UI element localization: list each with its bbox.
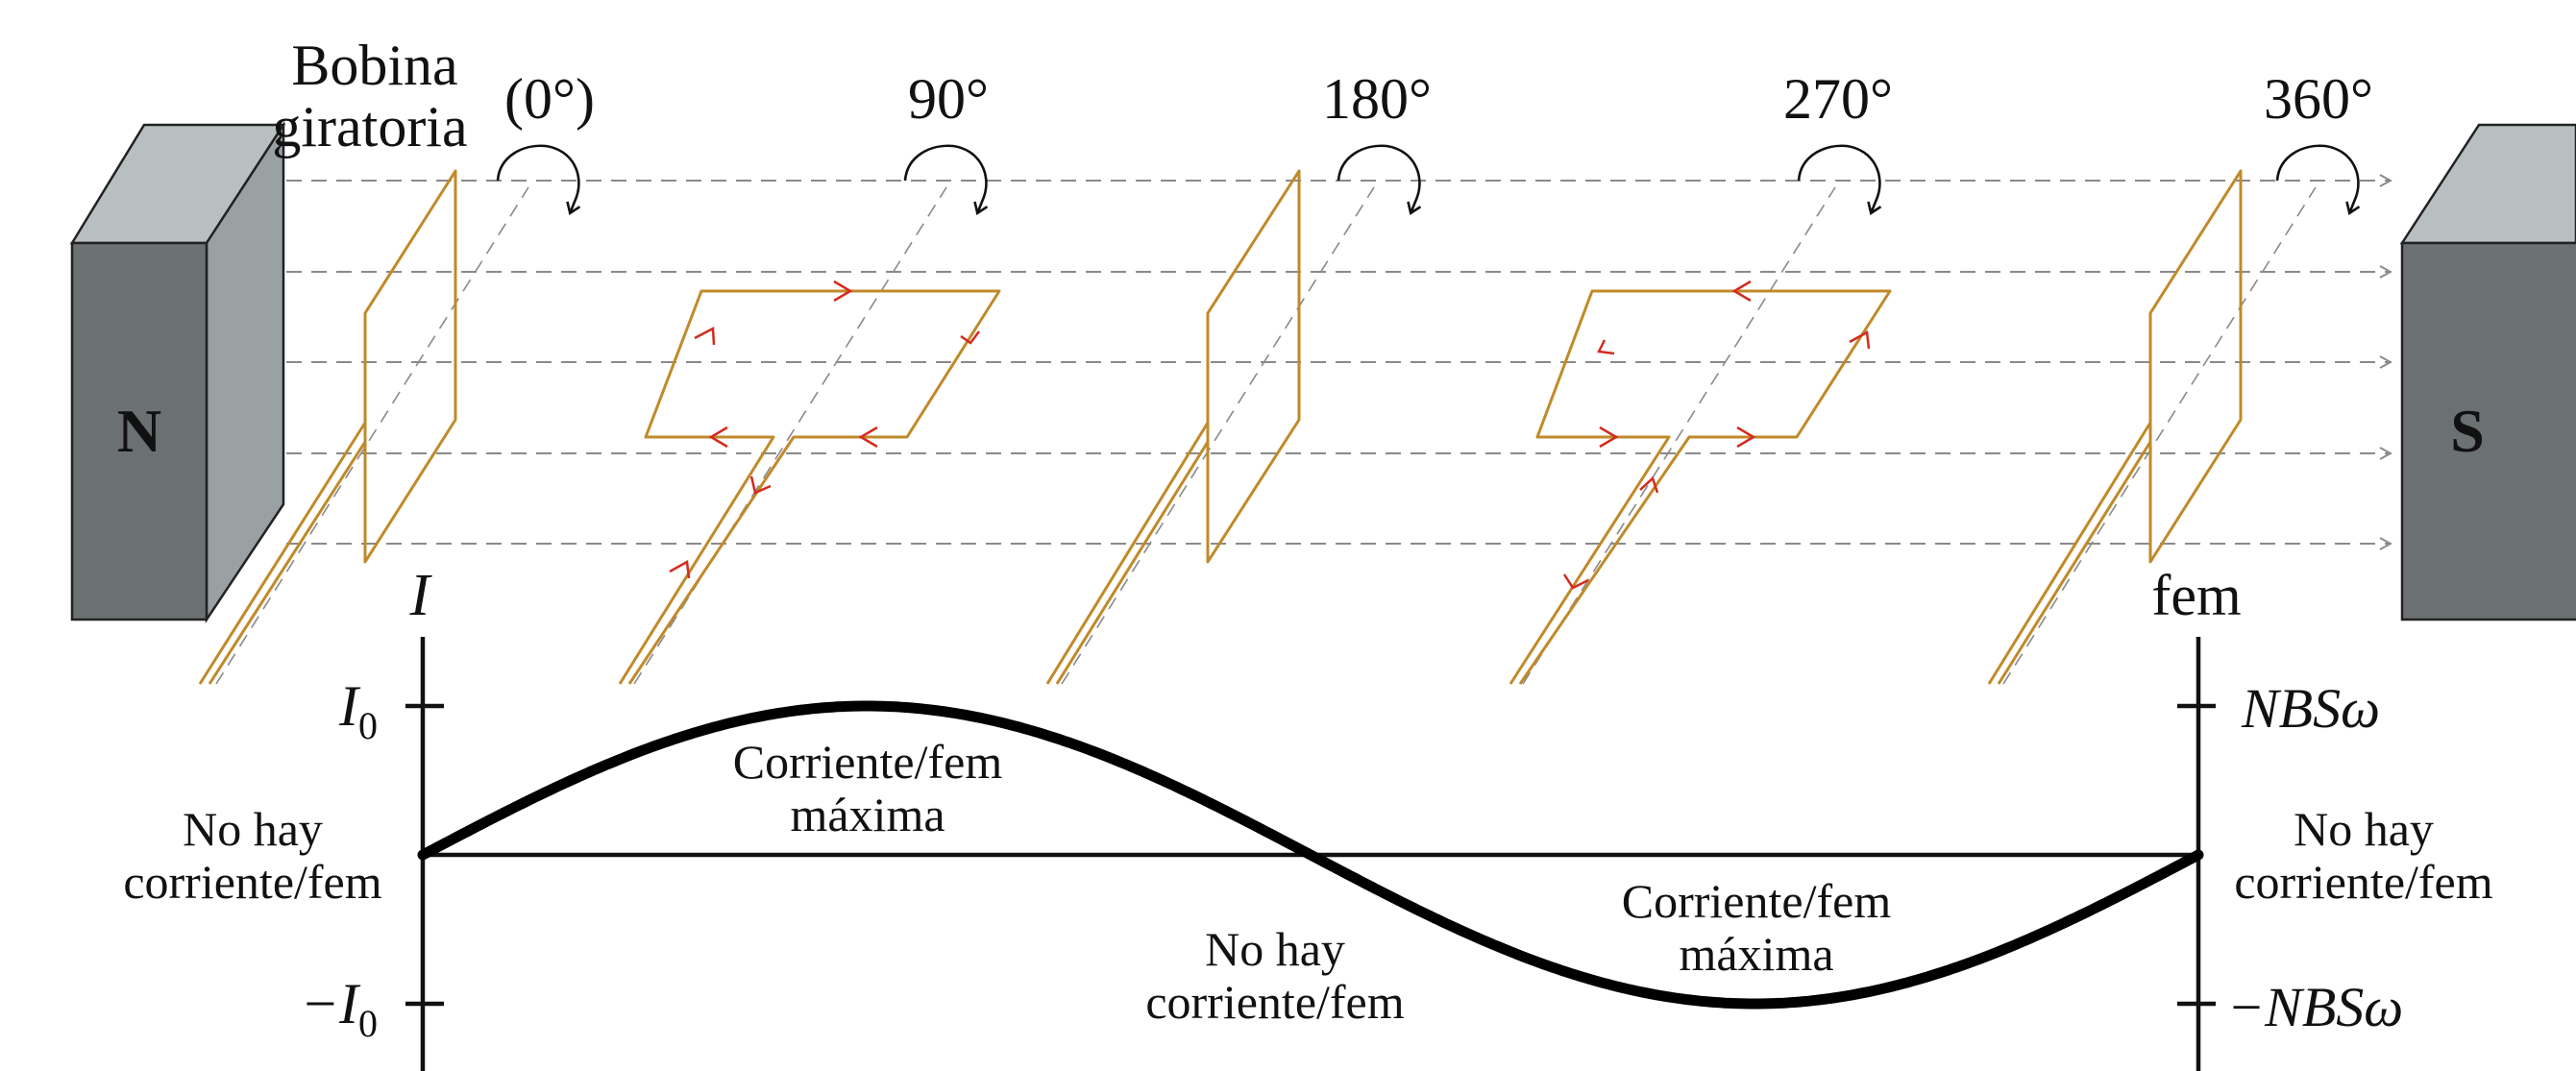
coil-loop (1987, 169, 2243, 685)
north-pole-label: N (117, 397, 161, 465)
angle-label-90: 90° (908, 67, 989, 131)
coil-0 (198, 169, 457, 685)
angle-label-0: (0°) (504, 67, 595, 131)
north-magnet-front (70, 241, 209, 621)
rotation-arrow-icon (1797, 144, 1882, 215)
sine-curve (417, 700, 2204, 1010)
right-zero-note-l1: No hay (2294, 802, 2434, 856)
max1-note-l1: Corriente/fem (733, 735, 1003, 789)
angle-label-360: 360° (2264, 67, 2373, 131)
left-axis-symbol: I (409, 563, 433, 628)
coil-270 (1509, 289, 1892, 685)
rotation-axis (215, 186, 529, 685)
current-arrow-icon (749, 475, 772, 495)
plot (405, 637, 2216, 1071)
current-arrow-icon (1639, 475, 1659, 494)
tick-base: −I (301, 972, 361, 1035)
right-axis-symbol: fem (2151, 564, 2241, 627)
south-pole-label: S (2450, 397, 2485, 465)
north-magnet: N (69, 120, 286, 624)
current-arrows (669, 280, 1871, 590)
left-zero-note-l2: corriente/fem (123, 855, 381, 909)
magnetic-field-lines (286, 181, 2391, 544)
mid-zero-note-l1: No hay (1205, 922, 1345, 976)
coil-loop (1509, 289, 1892, 685)
current-arrow-icon (1849, 330, 1871, 350)
max1-note-l2: máxima (790, 788, 945, 841)
left-tick-neg-label: −I0 (301, 972, 378, 1045)
max2-note-l1: Corriente/fem (1622, 874, 1892, 928)
rotation-axes (215, 186, 2317, 685)
coil-360 (1987, 169, 2243, 685)
angle-label-270: 270° (1783, 67, 1893, 131)
rotation-axis (2002, 186, 2317, 685)
coil-90 (618, 289, 1001, 685)
current-arrow-icon (669, 560, 691, 579)
current-arrow-icon (694, 326, 716, 346)
rotation-axis (1061, 186, 1375, 685)
south-magnet: S (2399, 123, 2576, 621)
coil-title-line1: Bobina (291, 34, 457, 97)
south-magnet-top (2399, 123, 2576, 245)
rotation-arrow-icon (496, 144, 581, 215)
coil-180 (1045, 169, 1301, 685)
tick-sub: 0 (358, 704, 378, 747)
rotation-axis (633, 186, 947, 685)
current-arrow-icon (1597, 339, 1615, 355)
current-arrow-icon (833, 280, 853, 303)
tick-base: I (338, 674, 361, 738)
rotation-arrow-icon (1337, 144, 1422, 215)
mid-zero-note-l2: corriente/fem (1145, 975, 1404, 1029)
current-arrow-icon (960, 330, 980, 345)
current-arrow-icon (708, 426, 728, 449)
coil-title-line2: giratoria (272, 95, 467, 158)
right-tick-pos-label: NBSω (2241, 677, 2380, 740)
coil-loop (198, 169, 457, 685)
left-tick-pos-label: I0 (338, 674, 378, 747)
right-zero-note-l2: corriente/fem (2234, 855, 2492, 909)
angle-label-180: 180° (1322, 67, 1432, 131)
coil-loop (618, 289, 1001, 685)
current-arrow-icon (1731, 280, 1752, 303)
left-zero-note-l1: No hay (183, 802, 323, 856)
current-arrow-icon (1736, 426, 1756, 449)
rotation-arrow-icon (2275, 144, 2361, 215)
tick-sub: 0 (358, 1002, 378, 1045)
coil-loop (1045, 169, 1301, 685)
current-arrow-icon (1599, 426, 1619, 449)
current-arrow-icon (1562, 573, 1589, 590)
south-magnet-front (2400, 241, 2576, 621)
rotation-arrow-icon (903, 144, 989, 215)
max2-note-l2: máxima (1679, 927, 1833, 981)
current-arrow-icon (858, 426, 878, 449)
rotation-arrow-icons (496, 144, 2361, 215)
rotation-axis (1522, 186, 1836, 685)
right-tick-neg-label: −NBSω (2227, 976, 2403, 1038)
